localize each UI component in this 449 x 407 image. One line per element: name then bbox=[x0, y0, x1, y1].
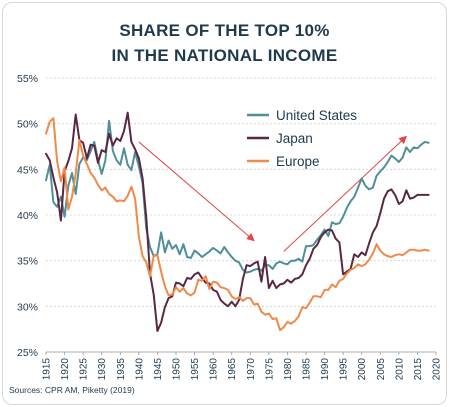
trend-arrow bbox=[283, 135, 408, 252]
x-tick-label: 1975 bbox=[264, 358, 275, 381]
x-tick-label: 1945 bbox=[153, 358, 164, 381]
x-tick-label: 1985 bbox=[302, 358, 313, 381]
x-tick-label: 2005 bbox=[376, 358, 387, 381]
y-tick-label: 40% bbox=[17, 210, 38, 222]
x-tick-label: 1935 bbox=[116, 358, 127, 381]
series-lines bbox=[45, 111, 430, 332]
x-tick-label: 1940 bbox=[134, 358, 145, 381]
series-line-europe bbox=[45, 117, 430, 332]
source-note: Sources: CPR AM, Piketty (2019) bbox=[9, 385, 135, 395]
legend-label-europe: Europe bbox=[276, 154, 320, 169]
x-tick-label: 1915 bbox=[42, 358, 53, 381]
y-tick-label: 50% bbox=[17, 119, 38, 131]
grid-lines bbox=[46, 77, 436, 353]
series-line-japan bbox=[45, 111, 430, 332]
y-tick-label: 25% bbox=[17, 347, 38, 359]
x-tick-label: 1990 bbox=[320, 358, 331, 381]
x-tick-label: 1930 bbox=[97, 358, 108, 381]
legend-label-united-states: United States bbox=[276, 108, 357, 123]
trend-arrow bbox=[138, 141, 255, 242]
x-axis-ticks: 1915 1920 1925 1930 1935 1940 1945 1950 1955 1960… bbox=[42, 352, 443, 380]
trend-arrows bbox=[138, 135, 408, 252]
legend: United States Japan Europe bbox=[247, 108, 357, 169]
x-tick-label: 1925 bbox=[79, 358, 90, 381]
x-tick-label: 2020 bbox=[432, 358, 443, 381]
x-tick-label: 1970 bbox=[246, 358, 257, 381]
y-tick-label: 30% bbox=[17, 301, 38, 313]
x-tick-label: 1965 bbox=[227, 358, 238, 381]
x-tick-label: 1960 bbox=[209, 358, 220, 381]
x-tick-label: 1955 bbox=[190, 358, 201, 381]
x-tick-label: 1920 bbox=[60, 358, 71, 381]
y-tick-label: 55% bbox=[17, 73, 38, 85]
x-tick-label: 2015 bbox=[413, 358, 424, 381]
legend-label-japan: Japan bbox=[276, 131, 313, 146]
x-tick-label: 1995 bbox=[339, 358, 350, 381]
x-tick-label: 1980 bbox=[283, 358, 294, 381]
y-tick-label: 35% bbox=[17, 256, 38, 268]
chart-title: SHARE OF THE TOP 10% IN THE NATIONAL INC… bbox=[0, 18, 449, 68]
chart-title-line-2: IN THE NATIONAL INCOME bbox=[111, 46, 338, 65]
chart-title-line-1: SHARE OF THE TOP 10% bbox=[119, 21, 330, 40]
y-axis-ticks: 25% 30% 35% 40% 45% 50% 55% bbox=[17, 73, 38, 359]
x-tick-label: 1950 bbox=[172, 358, 183, 381]
y-tick-label: 45% bbox=[17, 164, 38, 176]
x-tick-label: 2000 bbox=[357, 358, 368, 381]
x-tick-label: 2010 bbox=[394, 358, 405, 381]
series-line-united-states bbox=[45, 119, 430, 274]
